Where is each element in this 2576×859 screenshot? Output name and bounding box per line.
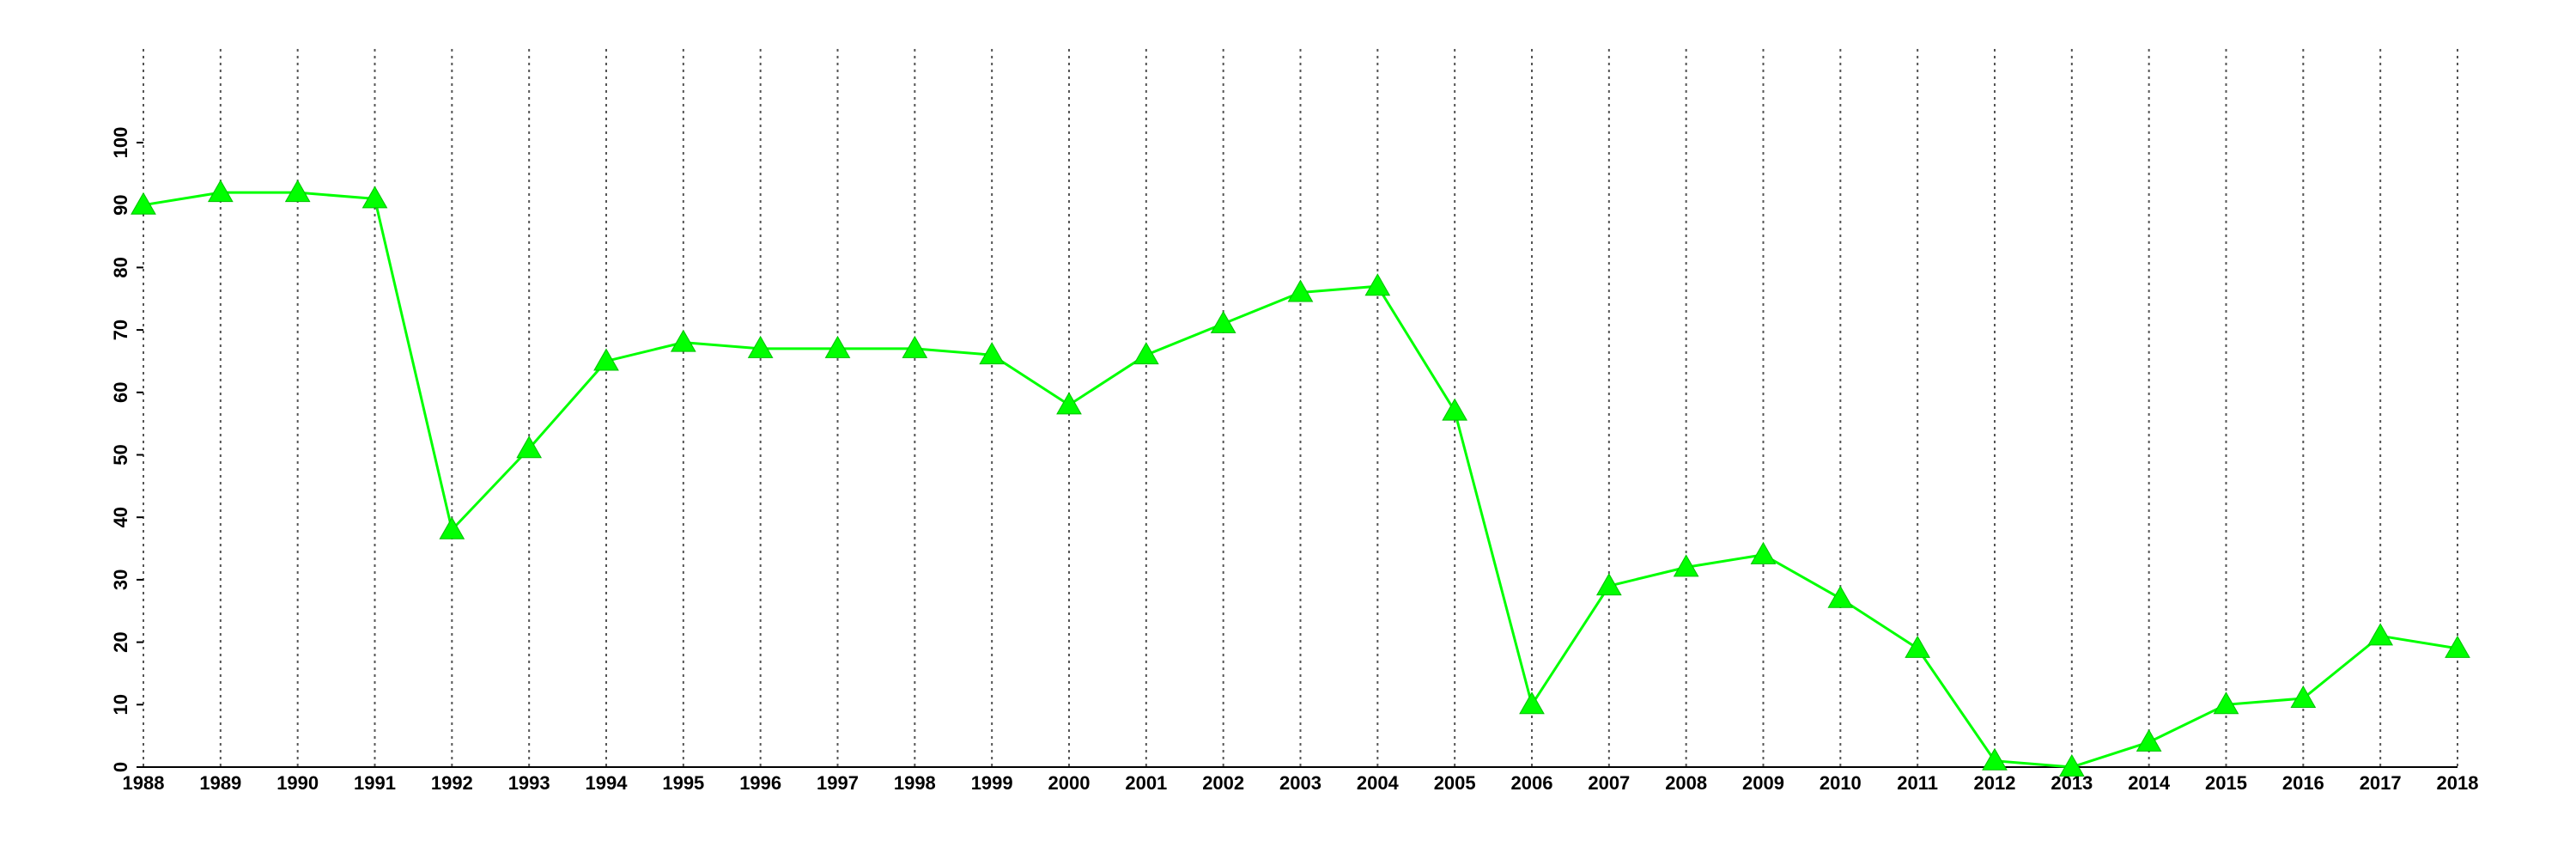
y-tick-label: 70 [110,320,131,340]
data-marker [1442,398,1468,421]
data-marker [1827,585,1854,608]
x-tick-label: 1996 [739,772,781,794]
y-tick-label: 100 [110,127,131,159]
x-tick-label: 1993 [508,772,550,794]
x-tick-label: 1997 [817,772,859,794]
x-tick-label: 2017 [2360,772,2402,794]
data-marker [1750,541,1777,564]
x-tick-label: 2006 [1511,772,1553,794]
data-marker [1673,554,1699,577]
y-tick-label: 80 [110,257,131,277]
x-tick-label: 1992 [431,772,473,794]
data-marker [1133,342,1159,365]
data-marker [2136,728,2162,752]
y-tick-label: 10 [110,694,131,715]
x-tick-label: 2007 [1588,772,1630,794]
y-tick-label: 30 [110,570,131,590]
data-marker [747,335,774,358]
x-tick-label: 2008 [1665,772,1707,794]
y-tick-label: 0 [110,762,131,772]
data-marker [361,186,388,209]
data-marker [1982,747,2008,771]
data-marker [902,335,928,358]
x-tick-label: 2015 [2205,772,2247,794]
x-tick-label: 1990 [276,772,319,794]
data-marker [1056,392,1082,415]
x-tick-label: 1989 [199,772,241,794]
x-tick-label: 2000 [1048,772,1091,794]
x-tick-label: 2009 [1742,772,1784,794]
y-tick-label: 60 [110,382,131,403]
data-marker [1364,273,1391,296]
data-marker [207,180,234,203]
data-marker [2445,635,2470,658]
x-tick-label: 2014 [2128,772,2171,794]
x-tick-label: 2002 [1202,772,1244,794]
data-marker [1519,691,1545,715]
x-tick-label: 1999 [971,772,1013,794]
data-marker [979,342,1005,365]
x-tick-label: 2001 [1125,772,1167,794]
data-marker [2290,685,2317,709]
data-marker [516,436,543,459]
x-tick-label: 2012 [1974,772,2016,794]
data-marker [670,329,696,352]
data-marker [439,516,465,539]
y-tick-label: 50 [110,444,131,465]
x-tick-label: 1994 [586,772,629,794]
x-tick-label: 2010 [1820,772,1862,794]
data-line [143,191,2458,769]
x-tick-label: 2004 [1357,772,1400,794]
x-tick-label: 2018 [2437,772,2479,794]
data-marker [2058,753,2085,777]
data-marker [593,348,619,371]
data-marker [1905,635,1931,658]
data-marker [284,180,311,203]
y-tick-label: 20 [110,631,131,652]
x-tick-label: 2003 [1279,772,1321,794]
data-marker [2213,691,2239,715]
y-tick-label: 90 [110,194,131,215]
data-marker [1287,279,1314,302]
x-tick-label: 1995 [662,772,704,794]
data-marker [824,335,851,358]
data-marker [1210,310,1236,333]
x-tick-label: 1988 [123,772,165,794]
x-tick-label: 2011 [1897,772,1938,794]
data-marker [2367,623,2394,646]
x-tick-label: 1991 [354,772,396,794]
data-marker [131,192,156,215]
x-tick-label: 1998 [894,772,936,794]
y-tick-label: 40 [110,507,131,527]
x-tick-label: 2005 [1434,772,1476,794]
data-marker [1595,573,1622,596]
x-tick-label: 2016 [2282,772,2324,794]
